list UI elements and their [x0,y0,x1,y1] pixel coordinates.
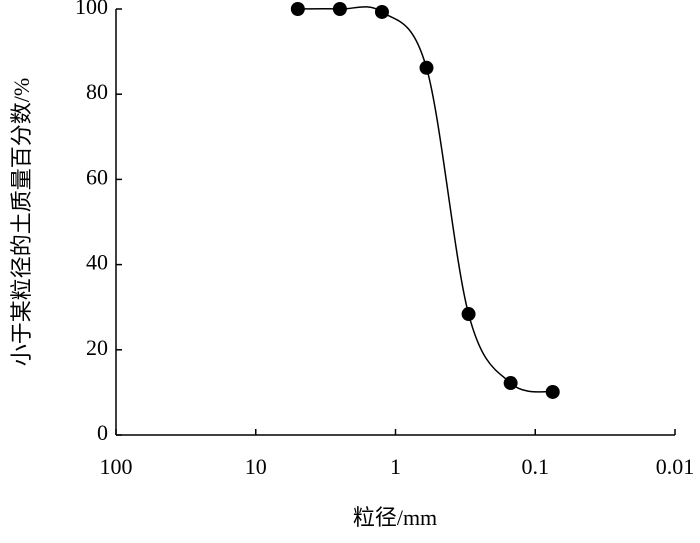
x-axis-label: 粒径/mm [353,505,437,530]
data-point [419,60,434,75]
y-axis-label: 小于某粒径的土质量百分数/% [9,78,34,366]
y-tick-label: 60 [86,164,108,189]
y-tick-label: 80 [86,79,108,104]
y-tick-label: 20 [86,335,108,360]
x-tick-label: 1 [390,454,401,479]
x-tick-label: 100 [100,454,133,479]
data-point [503,376,518,391]
data-point [290,2,305,16]
y-tick-label: 40 [86,250,108,275]
x-tick-label: 0.1 [522,454,550,479]
data-point [461,307,476,322]
x-tick-label: 0.01 [656,454,695,479]
y-tick-label: 0 [97,420,108,445]
data-point [332,2,347,16]
y-tick-label: 100 [75,0,108,19]
data-point [374,4,389,19]
x-tick-label: 10 [245,454,267,479]
data-point [545,384,560,399]
